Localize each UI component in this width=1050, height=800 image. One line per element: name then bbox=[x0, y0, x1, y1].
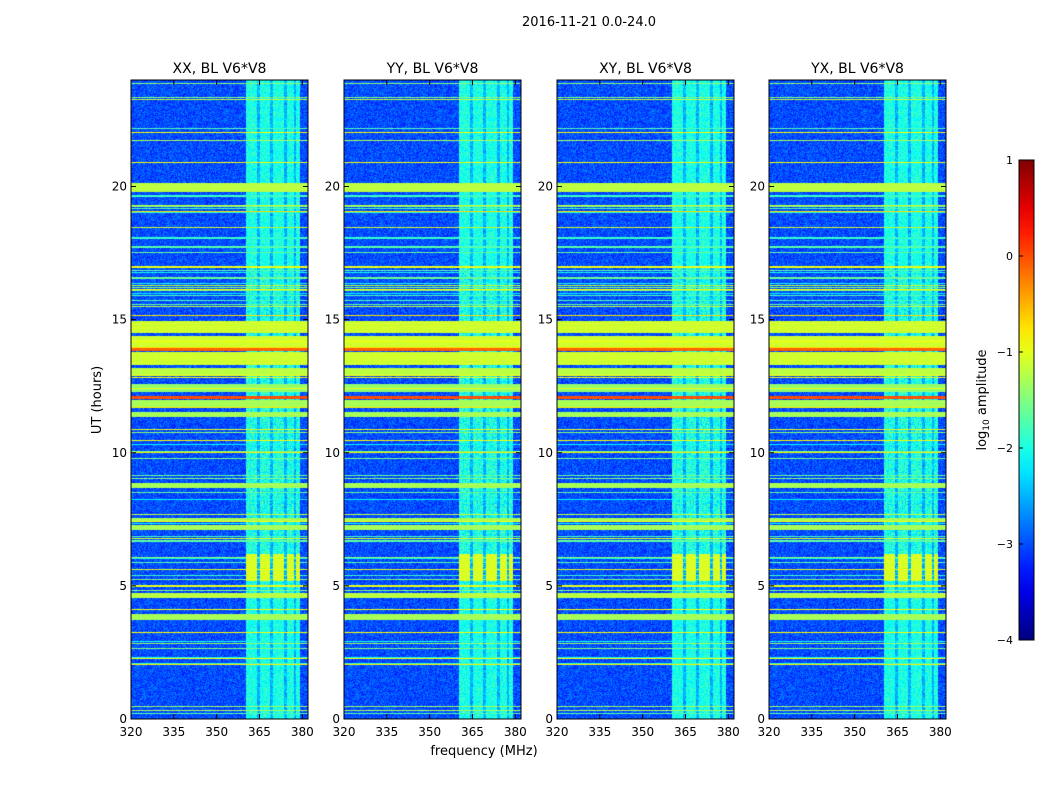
y-tick-label: 0 bbox=[757, 712, 765, 726]
x-tick-label: 365 bbox=[674, 725, 697, 739]
y-tick-label: 10 bbox=[538, 446, 553, 460]
waterfall-image bbox=[769, 80, 946, 719]
x-tick-label: 335 bbox=[588, 725, 611, 739]
x-tick-label: 320 bbox=[120, 725, 143, 739]
y-tick-label: 10 bbox=[112, 446, 127, 460]
panel-xy: XY, BL V6*V8 320 335 350 365 380 0 5 10 15 20 bbox=[538, 61, 740, 739]
y-tick-label: 0 bbox=[545, 712, 553, 726]
panel-title: XX, BL V6*V8 bbox=[173, 61, 267, 77]
colorbar-tick-label: −3 bbox=[997, 538, 1013, 551]
colorbar-tick-label: −2 bbox=[997, 442, 1013, 455]
x-tick-label: 320 bbox=[546, 725, 569, 739]
x-tick-label: 335 bbox=[162, 725, 185, 739]
panel-frame bbox=[130, 79, 309, 720]
panel-frame bbox=[768, 79, 947, 720]
x-tick-label: 380 bbox=[504, 725, 527, 739]
x-tick-label: 320 bbox=[758, 725, 781, 739]
waterfall-image bbox=[131, 80, 308, 719]
panel-title: YX, BL V6*V8 bbox=[810, 61, 904, 77]
x-tick-label: 320 bbox=[333, 725, 356, 739]
colorbar-gradient bbox=[1018, 159, 1035, 641]
y-tick-label: 20 bbox=[112, 180, 127, 194]
y-tick-label: 0 bbox=[119, 712, 127, 726]
y-tick-label: 5 bbox=[119, 579, 127, 593]
y-tick-label: 10 bbox=[750, 446, 765, 460]
panel-yx: YX, BL V6*V8 320 335 350 365 380 0 5 10 15 20 bbox=[750, 61, 952, 739]
y-tick-label: 15 bbox=[112, 313, 127, 327]
x-tick-label: 335 bbox=[800, 725, 823, 739]
colorbar-tick-label: −4 bbox=[997, 634, 1013, 647]
y-tick-label: 20 bbox=[750, 180, 765, 194]
x-tick-label: 365 bbox=[886, 725, 909, 739]
x-axis-label: frequency (MHz) bbox=[430, 744, 537, 759]
y-tick-label: 10 bbox=[325, 446, 340, 460]
x-tick-label: 380 bbox=[717, 725, 740, 739]
y-axis-label: UT (hours) bbox=[90, 366, 105, 434]
x-tick-label: 350 bbox=[631, 725, 654, 739]
x-tick-label: 335 bbox=[375, 725, 398, 739]
y-tick-label: 5 bbox=[332, 579, 340, 593]
x-tick-label: 350 bbox=[205, 725, 228, 739]
x-tick-label: 365 bbox=[248, 725, 271, 739]
colorbar-tick-label: −1 bbox=[997, 346, 1013, 359]
y-tick-label: 0 bbox=[332, 712, 340, 726]
colorbar-tick-label: 1 bbox=[1006, 154, 1013, 167]
panel-yy: YY, BL V6*V8 320 335 350 365 380 0 5 10 15 20 bbox=[325, 61, 527, 739]
colorbar: 1 0 −1 −2 −3 −4 log10 amplitude bbox=[975, 154, 1035, 647]
y-tick-label: 15 bbox=[750, 313, 765, 327]
figure-suptitle: 2016-11-21 0.0-24.0 bbox=[522, 15, 656, 30]
y-tick-label: 15 bbox=[325, 313, 340, 327]
y-tick-label: 5 bbox=[545, 579, 553, 593]
panel-frame bbox=[343, 79, 522, 720]
colorbar-tick-label: 0 bbox=[1006, 250, 1013, 263]
y-tick-label: 15 bbox=[538, 313, 553, 327]
x-tick-label: 365 bbox=[461, 725, 484, 739]
x-tick-label: 380 bbox=[291, 725, 314, 739]
y-tick-label: 5 bbox=[757, 579, 765, 593]
y-tick-label: 20 bbox=[538, 180, 553, 194]
panel-title: YY, BL V6*V8 bbox=[386, 61, 479, 77]
x-tick-label: 380 bbox=[929, 725, 952, 739]
panel-title: XY, BL V6*V8 bbox=[599, 61, 692, 77]
x-tick-label: 350 bbox=[418, 725, 441, 739]
waterfall-image bbox=[557, 80, 734, 719]
panel-frame bbox=[556, 79, 735, 720]
x-tick-label: 350 bbox=[843, 725, 866, 739]
panel-xx: XX, BL V6*V8 320 335 350 365 380 0 5 10 15 20 bbox=[112, 61, 314, 739]
waterfall-image bbox=[344, 80, 521, 719]
colorbar-label: log10 amplitude bbox=[975, 349, 992, 450]
y-tick-label: 20 bbox=[325, 180, 340, 194]
